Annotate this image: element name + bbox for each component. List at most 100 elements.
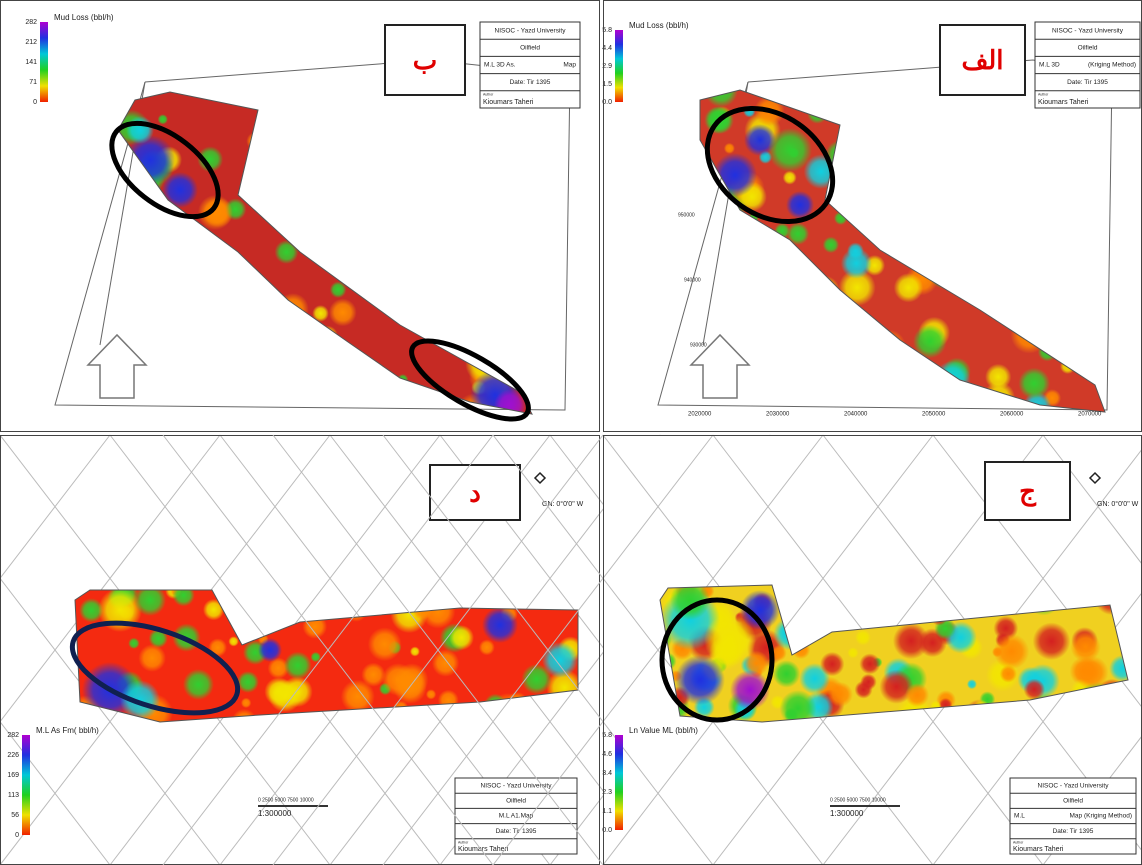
info-text: Kioumars Taheri xyxy=(483,99,534,106)
info-text: Oilfield xyxy=(506,798,526,805)
map-blob xyxy=(138,644,166,672)
map-blob xyxy=(855,630,871,646)
legend-title: Ln Value ML (bbl/h) xyxy=(629,726,698,735)
panel-label: الف xyxy=(961,46,1003,76)
legend-tick: 226 xyxy=(7,752,19,759)
info-text: Oilfield xyxy=(520,45,540,52)
map-blob xyxy=(228,636,238,646)
color-bar xyxy=(40,22,48,102)
info-text: M.L 3D As. xyxy=(484,62,516,69)
legend-tick: 212 xyxy=(25,39,37,46)
legend-tick: 0 xyxy=(33,99,37,106)
panel-label: ب xyxy=(413,46,437,76)
legend-tick: 282 xyxy=(25,19,37,26)
legend-tick: 141 xyxy=(25,59,37,66)
panel-label: ج xyxy=(1019,477,1037,507)
color-bar xyxy=(615,735,623,830)
map-blob xyxy=(1024,679,1046,701)
info-text: Map (Kriging Method) xyxy=(1070,813,1133,820)
info-text: NISOC - Yazd University xyxy=(495,27,567,34)
map-blob xyxy=(284,652,312,680)
map-panel: Mud Loss (bbl/h) 282 212 141 71 0 NISOC - Yazd… xyxy=(0,0,600,434)
axis-label: 950000 xyxy=(678,212,695,218)
map-blob xyxy=(859,653,880,674)
map-blob xyxy=(329,299,357,327)
map-blob xyxy=(479,639,495,655)
map-blob xyxy=(1018,368,1050,400)
color-bar xyxy=(22,735,30,835)
axis-label: 930000 xyxy=(690,342,707,348)
map-blob xyxy=(449,625,474,650)
axis-label: 2050000 xyxy=(922,412,946,418)
info-text: Oilfield xyxy=(1078,45,1098,52)
map-blob xyxy=(847,242,864,259)
map-blob xyxy=(368,627,402,661)
scale-ratio: 1:300000 xyxy=(830,809,864,818)
info-text: Date: Tir 1395 xyxy=(510,79,551,86)
map-blob xyxy=(542,642,578,678)
map-blob xyxy=(1033,622,1071,660)
axis-label: 2030000 xyxy=(766,412,790,418)
axis-label: 2070000 xyxy=(1078,412,1102,418)
info-text: Author xyxy=(1038,93,1049,97)
map-blob xyxy=(128,638,139,649)
map-blob xyxy=(268,679,301,712)
map-blob xyxy=(773,660,800,687)
map-blob xyxy=(393,671,426,704)
legend-tick: 113 xyxy=(8,792,19,799)
north-text: GN: 0°0'0" W xyxy=(1097,500,1139,508)
scale-marks: 0 2500 5000 7500 10000 xyxy=(830,797,886,803)
map-blob xyxy=(183,669,214,700)
info-text: NISOC - Yazd University xyxy=(1038,782,1110,789)
scale-marks: 0 2500 5000 7500 10000 xyxy=(258,797,314,803)
info-text: Kioumars Taheri xyxy=(1013,846,1064,853)
figure: Mud Loss (bbl/h) 282 212 141 71 0 NISOC - Yazd… xyxy=(0,0,1142,865)
info-text: (Kriging Method) xyxy=(1088,62,1136,69)
legend-title: Mud Loss (bbl/h) xyxy=(54,13,114,22)
info-text: Map xyxy=(563,62,576,69)
legend-tick: 0 xyxy=(15,832,19,839)
axis-label: 2060000 xyxy=(1000,412,1024,418)
info-text: Author xyxy=(1013,841,1024,845)
map-blob xyxy=(828,682,853,707)
legend-tick: 56 xyxy=(11,812,19,819)
info-text: NISOC - Yazd University xyxy=(1052,27,1124,34)
map-blob xyxy=(985,364,1011,390)
map-blob xyxy=(426,689,436,699)
map-blob xyxy=(823,237,839,253)
legend-tick: 71 xyxy=(29,79,37,86)
info-text: M.L 3D xyxy=(1039,62,1060,69)
info-text: M.L xyxy=(1014,813,1025,820)
map-blob xyxy=(241,698,251,708)
scale-bar xyxy=(830,805,900,807)
map-blob xyxy=(410,646,420,656)
map-blob xyxy=(237,671,259,693)
info-text: Author xyxy=(483,93,494,97)
legend-title: M.L As Fm( bbl/h) xyxy=(36,726,99,735)
map-blob xyxy=(994,634,1030,670)
map-blob xyxy=(258,638,282,662)
map-blob xyxy=(820,652,844,676)
map-blob xyxy=(847,647,858,658)
map-blob xyxy=(158,114,168,124)
map-blob xyxy=(361,663,385,687)
map-blob xyxy=(768,128,812,172)
map-blob xyxy=(894,273,923,302)
scale-ratio: 1:300000 xyxy=(258,809,292,818)
legend-tick: 169 xyxy=(7,772,19,779)
info-text: Date: Tir 1395 xyxy=(1067,79,1108,86)
map-blob xyxy=(860,674,876,690)
map-blob xyxy=(783,171,797,185)
panel-label: د xyxy=(469,479,481,509)
legend-title: Mud Loss (bbl/h) xyxy=(629,21,689,30)
info-text: Author xyxy=(458,841,469,845)
info-text: Date: Tir 1395 xyxy=(1053,828,1094,835)
map-blob xyxy=(724,143,735,154)
axis-label: 2040000 xyxy=(844,412,868,418)
map-blob xyxy=(126,116,154,144)
info-text: Oilfield xyxy=(1063,798,1083,805)
info-text: Kioumars Taheri xyxy=(1038,99,1089,106)
axis-label: 940000 xyxy=(684,277,701,283)
color-bar xyxy=(615,30,623,102)
map-blob xyxy=(905,683,929,707)
